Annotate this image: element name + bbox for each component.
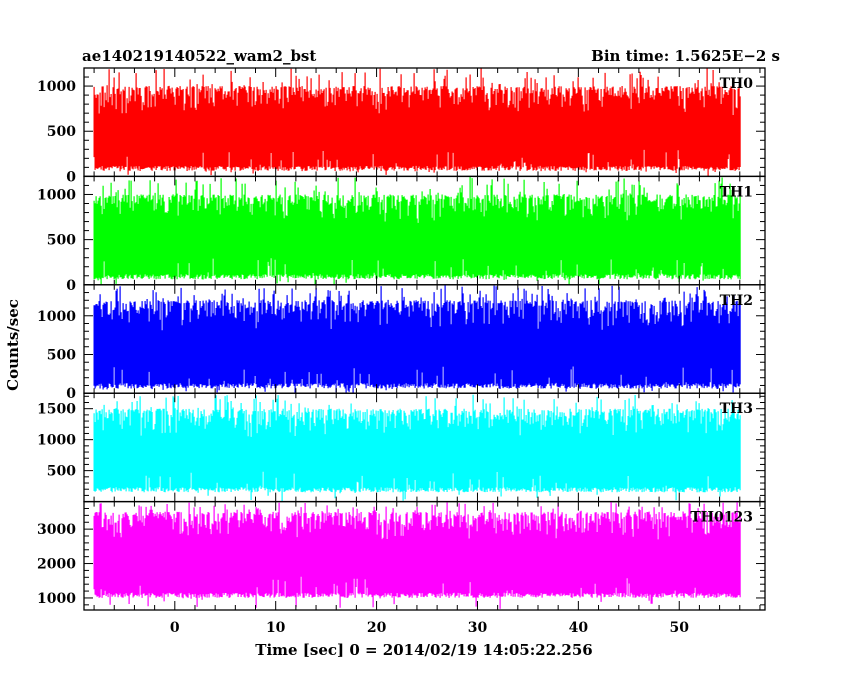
y-tick-label: 2000 [37,557,76,573]
panel-frame [83,500,766,611]
y-tick-label: 500 [47,464,76,480]
series-th3-trace [93,394,741,502]
panel-label-th3: TH3 [720,401,753,417]
series-th0-trace [93,68,741,177]
y-axis-title: Counts/sec [4,299,22,391]
x-tick-label: 40 [569,620,589,636]
panel-label-th2: TH2 [720,293,753,309]
y-tick-label: 500 [47,124,76,140]
y-tick-label: 1500 [37,402,76,418]
y-tick-label: 1000 [37,433,76,449]
x-tick-label: 30 [468,620,488,636]
y-tick-label: 500 [47,347,76,363]
y-tick-label: 0 [66,386,76,402]
series-th0123-trace [93,501,741,609]
panel-th0: 0 500 1000 TH0 [37,67,766,185]
y-tick-label: 1000 [37,79,76,95]
y-tick-label: 1000 [37,591,76,607]
x-tick-label: 10 [266,620,286,636]
y-tick-label: 500 [47,233,76,249]
bin-time-label: Bin time: 1.5625E−2 s [591,47,780,65]
x-tick-label: 0 [170,620,180,636]
y-tick-label: 0 [66,169,76,185]
x-axis-title: Time [sec] 0 = 2014/02/19 14:05:22.256 [255,641,592,659]
panel-label-th1: TH1 [720,184,753,200]
y-tick-label: 3000 [37,522,76,538]
panel-th2: 0 500 1000 TH2 [37,284,766,402]
panel-th0123: 1000 2000 3000 TH0123 [37,500,766,611]
chart-title: ae140219140522_wam2_bst [82,47,316,65]
y-tick-label: 0 [66,278,76,294]
panel-label-th0123: TH0123 [690,510,753,526]
y-tick-label: 1000 [37,187,76,203]
panel-th3: 500 1000 1500 TH3 [37,392,766,503]
x-tick-label: 20 [367,620,387,636]
panel-th1: 0 500 1000 TH1 [37,175,766,294]
y-tick-label: 1000 [37,309,76,325]
panel-label-th0: TH0 [720,76,754,92]
x-tick-label: 50 [670,620,690,636]
series-th2-trace [93,284,741,393]
series-th1-trace [93,177,741,285]
